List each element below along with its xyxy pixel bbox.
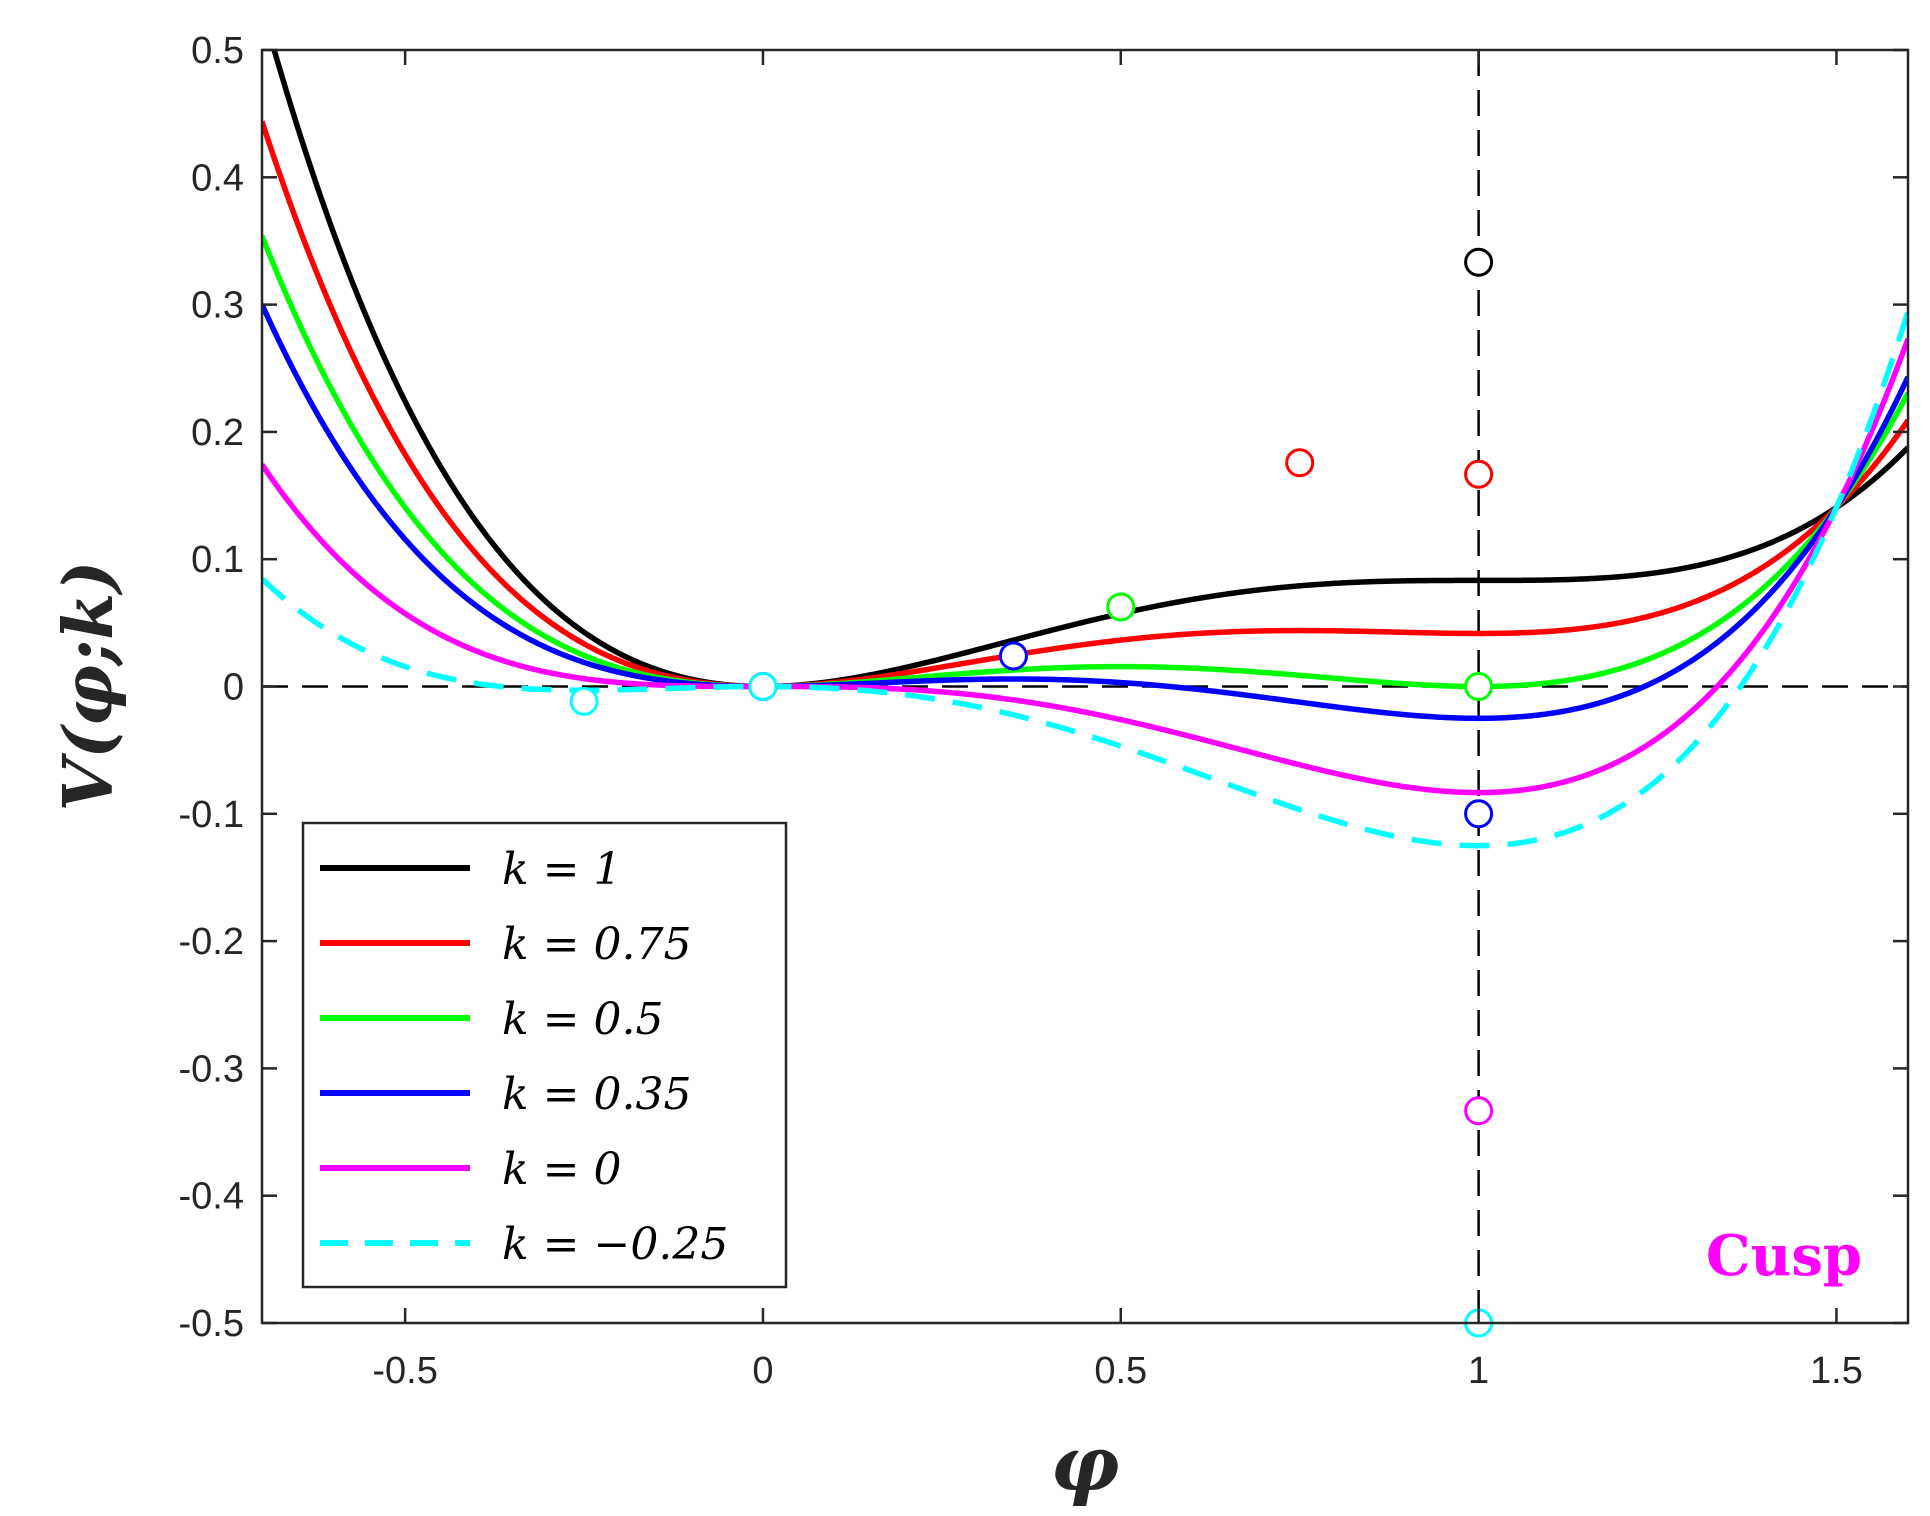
x-tick-label: 0.5	[1094, 1350, 1147, 1392]
legend: k = 1 k = 0.75 k = 0.5 k = 0.35 k = 0 k = −0.…	[301, 821, 788, 1289]
legend-label-3: k = 0.35	[502, 1069, 691, 1120]
series-line-4	[262, 337, 1908, 796]
series-line-0	[271, 50, 1908, 690]
legend-box	[301, 821, 788, 1289]
y-tick-label: 0	[223, 667, 244, 709]
x-tick-label: 1	[1468, 1350, 1489, 1392]
y-axis-label: V(φ;k)	[49, 561, 129, 812]
y-tick-label: 0.3	[191, 285, 244, 327]
y-tick-label: -0.5	[179, 1303, 244, 1345]
x-tick-label: -0.5	[372, 1350, 437, 1392]
x-tick-label: 1.5	[1810, 1350, 1863, 1392]
critical-point-marker	[1464, 672, 1494, 701]
critical-point-marker	[1464, 459, 1494, 489]
y-tick-label: 0.1	[191, 539, 244, 581]
cusp-annotation: Cusp	[1706, 1223, 1862, 1289]
y-tick-label: -0.3	[179, 1048, 244, 1090]
legend-label-1: k = 0.75	[502, 919, 691, 970]
critical-point-marker	[1464, 247, 1494, 277]
critical-point-marker	[1106, 592, 1136, 622]
legend-label-2: k = 0.5	[502, 994, 663, 1045]
critical-point-marker	[748, 672, 778, 701]
critical-point-marker	[1464, 1096, 1494, 1126]
y-tick-label: -0.4	[179, 1176, 244, 1218]
y-tick-label: 0.2	[191, 412, 244, 454]
y-tick-label: -0.2	[179, 921, 244, 963]
legend-label-0: k = 1	[502, 844, 622, 895]
x-axis-label: φ	[1051, 1419, 1120, 1508]
y-tick-label: 0.5	[191, 30, 244, 72]
series-line-1	[262, 120, 1908, 690]
x-tick-label: 0	[752, 1350, 773, 1392]
series-line-2	[262, 234, 1908, 690]
legend-label-4: k = 0	[502, 1144, 622, 1195]
y-tick-label: 0.4	[191, 157, 244, 199]
critical-point-marker	[998, 641, 1028, 671]
critical-point-marker	[569, 686, 599, 716]
y-tick-label: -0.1	[179, 794, 244, 836]
series-line-5	[262, 310, 1908, 849]
legend-label-5: k = −0.25	[502, 1219, 728, 1270]
series-line-3	[262, 303, 1908, 722]
critical-point-marker	[1464, 799, 1494, 829]
critical-point-marker	[1285, 448, 1315, 478]
